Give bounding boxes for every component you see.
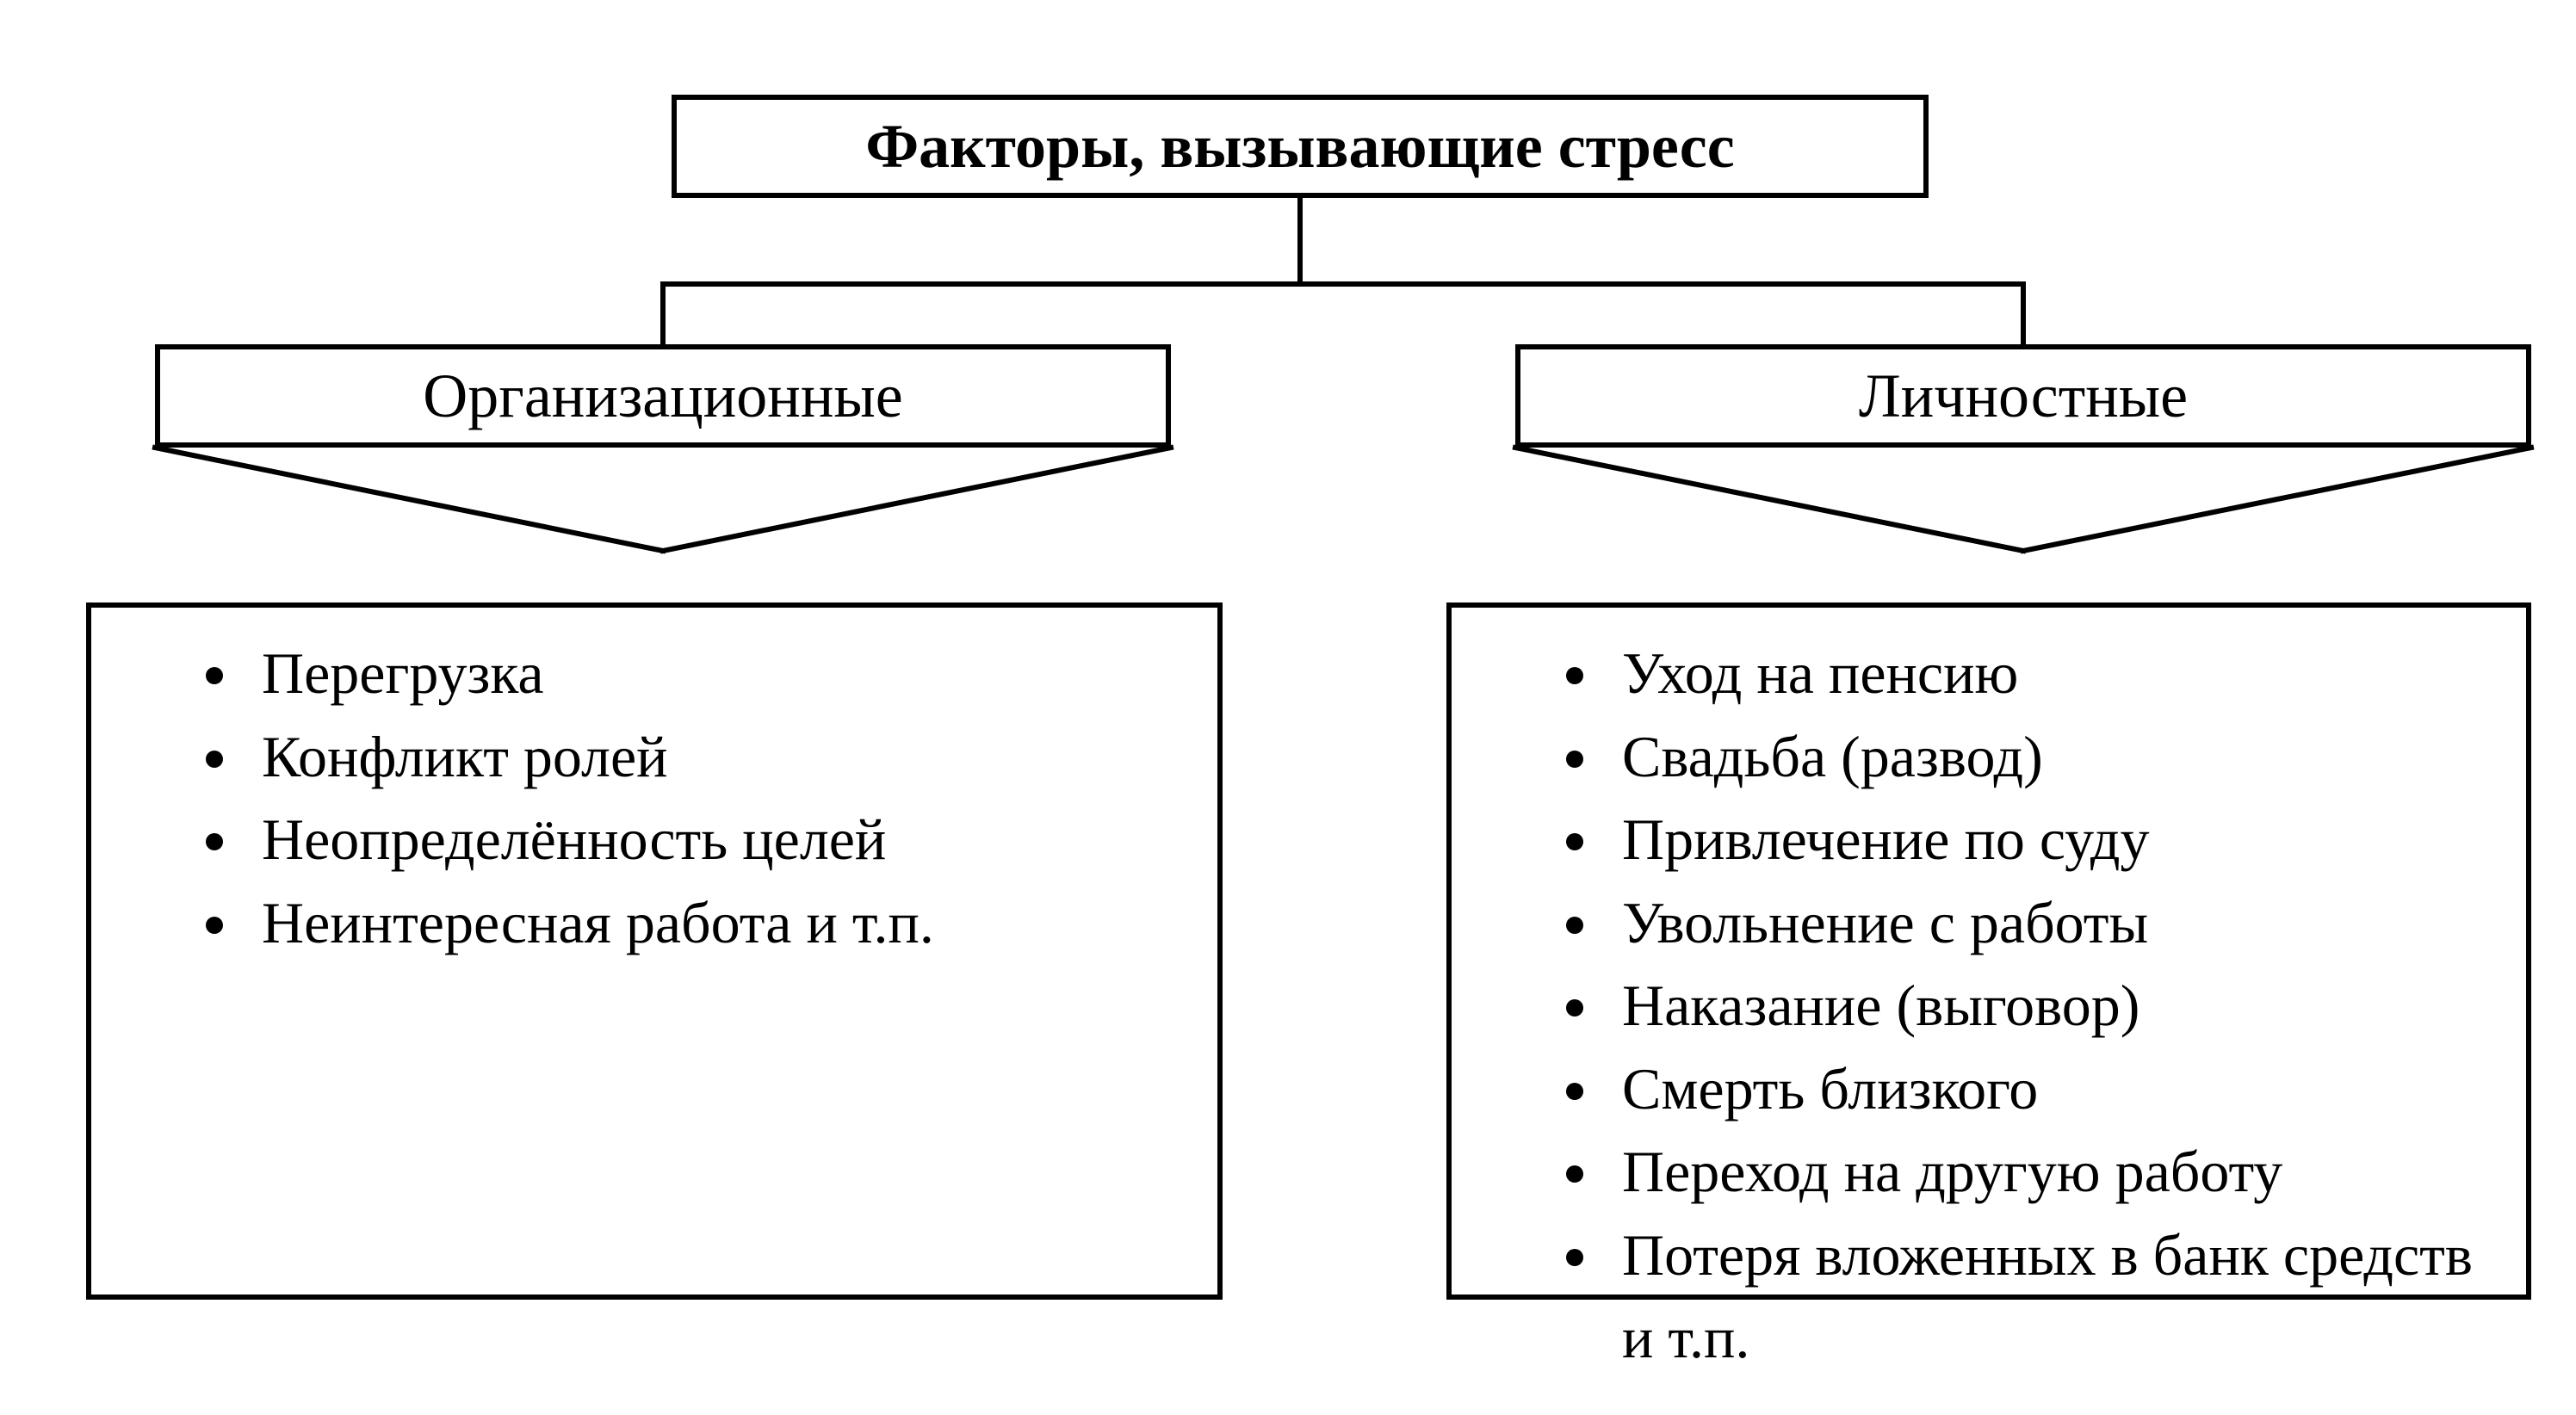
list-item: Свадьба (развод) — [1607, 715, 2492, 799]
list-item: Неинтересная работа и т.п. — [246, 881, 1183, 965]
category-header-org: Организационные — [155, 344, 1171, 448]
list-item: Увольнение с работы — [1607, 881, 2492, 965]
list-item: Переход на другую работу — [1607, 1130, 2492, 1214]
list-item: Потеря вложенных в банк средств и т.п. — [1607, 1214, 2492, 1380]
list-item: Смерть близкого — [1607, 1047, 2492, 1131]
list-item: Наказание (выговор) — [1607, 964, 2492, 1047]
category-header-pers: Личностные — [1515, 344, 2531, 448]
list-item: Неопределённость целей — [246, 798, 1183, 881]
category-header-org-text: Организационные — [423, 361, 902, 432]
list-item: Перегрузка — [246, 632, 1183, 715]
category-header-pers-text: Личностные — [1859, 361, 2188, 432]
list-item: Конфликт ролей — [246, 715, 1183, 799]
list-box-pers: Уход на пенсию Свадьба (развод) Привлече… — [1446, 602, 2531, 1300]
list-item: Уход на пенсию — [1607, 632, 2492, 715]
title-text: Факторы, вызывающие стресс — [865, 111, 1734, 182]
list-org: Перегрузка Конфликт ролей Неопределённос… — [195, 632, 1183, 964]
title-box: Факторы, вызывающие стресс — [672, 95, 1929, 198]
diagram-canvas: Факторы, вызывающие стресс Организационн… — [0, 0, 2576, 1415]
list-pers: Уход на пенсию Свадьба (развод) Привлече… — [1555, 632, 2492, 1380]
list-item: Привлечение по суду — [1607, 798, 2492, 881]
list-box-org: Перегрузка Конфликт ролей Неопределённос… — [86, 602, 1223, 1300]
